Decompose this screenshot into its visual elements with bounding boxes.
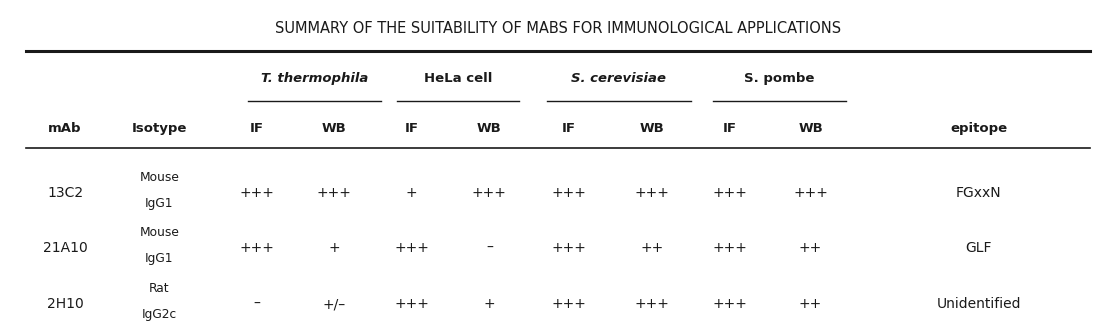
- Text: IF: IF: [723, 122, 737, 135]
- Text: WB: WB: [639, 122, 664, 135]
- Text: S. cerevisiae: S. cerevisiae: [571, 72, 666, 85]
- Text: +++: +++: [551, 297, 587, 311]
- Text: mAb: mAb: [48, 122, 81, 135]
- Text: HeLa cell: HeLa cell: [424, 72, 492, 85]
- Text: S. pombe: S. pombe: [744, 72, 815, 85]
- Text: 21A10: 21A10: [42, 241, 87, 255]
- Text: 2H10: 2H10: [47, 297, 84, 311]
- Text: Unidentified: Unidentified: [936, 297, 1021, 311]
- Text: +++: +++: [394, 241, 430, 255]
- Text: WB: WB: [798, 122, 822, 135]
- Text: IgG1: IgG1: [145, 252, 173, 264]
- Text: +++: +++: [472, 186, 507, 200]
- Text: IF: IF: [562, 122, 576, 135]
- Text: ++: ++: [641, 241, 664, 255]
- Text: +: +: [328, 241, 340, 255]
- Text: WB: WB: [321, 122, 347, 135]
- Text: IgG1: IgG1: [145, 197, 173, 210]
- Text: +++: +++: [394, 297, 430, 311]
- Text: –: –: [253, 297, 260, 311]
- Text: T. thermophila: T. thermophila: [261, 72, 368, 85]
- Text: +++: +++: [793, 186, 828, 200]
- Text: +++: +++: [317, 186, 352, 200]
- Text: Mouse: Mouse: [140, 171, 180, 184]
- Text: 13C2: 13C2: [47, 186, 84, 200]
- Text: Isotype: Isotype: [132, 122, 186, 135]
- Text: epitope: epitope: [951, 122, 1008, 135]
- Text: ++: ++: [799, 241, 822, 255]
- Text: +++: +++: [712, 241, 747, 255]
- Text: +: +: [406, 186, 417, 200]
- Text: +/–: +/–: [323, 297, 346, 311]
- Text: IgG2c: IgG2c: [142, 308, 176, 321]
- Text: +: +: [483, 297, 496, 311]
- Text: Rat: Rat: [148, 282, 170, 295]
- Text: +++: +++: [712, 186, 747, 200]
- Text: SUMMARY OF THE SUITABILITY OF MABS FOR IMMUNOLOGICAL APPLICATIONS: SUMMARY OF THE SUITABILITY OF MABS FOR I…: [275, 21, 841, 36]
- Text: +++: +++: [635, 297, 670, 311]
- Text: FGxxN: FGxxN: [956, 186, 1002, 200]
- Text: IF: IF: [250, 122, 263, 135]
- Text: ++: ++: [799, 297, 822, 311]
- Text: Mouse: Mouse: [140, 226, 180, 239]
- Text: +++: +++: [551, 186, 587, 200]
- Text: –: –: [485, 241, 493, 255]
- Text: +++: +++: [551, 241, 587, 255]
- Text: +++: +++: [635, 186, 670, 200]
- Text: IF: IF: [405, 122, 418, 135]
- Text: +++: +++: [712, 297, 747, 311]
- Text: +++: +++: [239, 186, 275, 200]
- Text: GLF: GLF: [965, 241, 992, 255]
- Text: +++: +++: [239, 241, 275, 255]
- Text: WB: WB: [477, 122, 502, 135]
